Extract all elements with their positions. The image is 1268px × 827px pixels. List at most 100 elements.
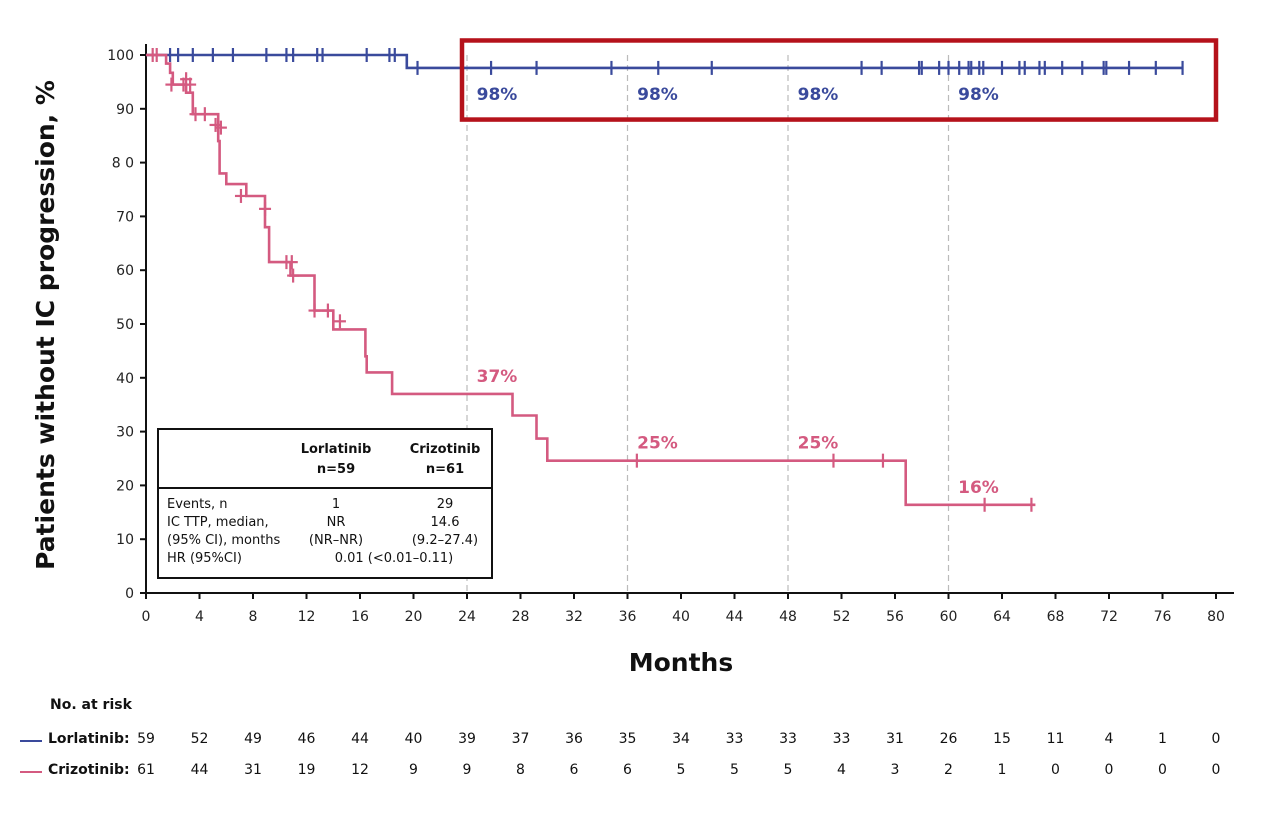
x-tick-label-76: 76: [1154, 609, 1172, 625]
risk-crizotinib-4: 44: [190, 762, 209, 778]
risk-lorlatinib-60: 26: [939, 731, 958, 747]
lorlatinib-legend-line: [20, 740, 42, 742]
row-hr-label: HR (95%CI): [167, 551, 242, 566]
y-tick-label-70: 70: [116, 209, 134, 225]
risk-lorlatinib-72: 4: [1104, 731, 1114, 747]
x-tick-label-28: 28: [512, 609, 530, 625]
risk-lorlatinib-68: 11: [1046, 731, 1065, 747]
hr-value: 0.01 (<0.01–0.11): [334, 551, 454, 566]
risk-lorlatinib-0: 59: [137, 731, 155, 747]
stats-table-header: Lorlatinib n=59 Crizotinib n=61: [159, 430, 491, 489]
x-tick-label-4: 4: [195, 609, 204, 625]
lorlatinib-curve: [146, 53, 1183, 70]
y-tick-label-90: 90: [116, 102, 134, 118]
y-tick-label-80: 8 0: [112, 156, 134, 172]
risk-crizotinib-28: 8: [516, 762, 525, 778]
lorlatinib-pct-label-48: 98%: [798, 85, 839, 105]
y-tick-label-40: 40: [116, 371, 134, 387]
x-tick-label-0: 0: [142, 609, 151, 625]
row-ttp-label-2: (95% CI), months: [167, 533, 281, 548]
risk-lorlatinib-12: 46: [297, 731, 316, 747]
risk-crizotinib-12: 19: [297, 762, 316, 778]
ttp-ci-crizotinib: (9.2–27.4): [411, 533, 479, 548]
col-crizotinib-name: Crizotinib: [409, 442, 481, 457]
risk-crizotinib-0: 61: [137, 762, 155, 778]
x-tick-label-80: 80: [1207, 609, 1225, 625]
x-tick-label-20: 20: [405, 609, 423, 625]
col-lorlatinib-name: Lorlatinib: [300, 442, 372, 457]
reference-lines: [466, 55, 950, 593]
ttp-lorlatinib: NR: [326, 515, 346, 530]
x-tick-label-68: 68: [1047, 609, 1065, 625]
y-tick-label-20: 20: [116, 478, 134, 494]
risk-crizotinib-20: 9: [409, 762, 418, 778]
x-tick-label-8: 8: [249, 609, 258, 625]
risk-lorlatinib-32: 36: [565, 731, 583, 747]
series-layer: [146, 48, 1184, 512]
risk-lorlatinib-52: 33: [832, 731, 851, 747]
col-crizotinib: Crizotinib n=61: [395, 440, 495, 480]
crizotinib-pct-label-36: 25%: [637, 434, 678, 454]
risk-crizotinib-32: 6: [569, 762, 579, 778]
x-tick-label-44: 44: [726, 609, 744, 625]
col-lorlatinib-n: n=59: [316, 462, 356, 477]
crizotinib-pct-label-48: 25%: [798, 434, 839, 454]
risk-lorlatinib-80: 0: [1211, 731, 1221, 747]
x-tick-label-36: 36: [619, 609, 637, 625]
risk-crizotinib-8: 31: [244, 762, 262, 778]
x-tick-label-40: 40: [672, 609, 690, 625]
risk-label-lorlatinib: Lorlatinib:: [48, 731, 130, 747]
risk-lorlatinib-24: 39: [458, 731, 476, 747]
risk-lorlatinib-4: 52: [190, 731, 209, 747]
events-lorlatinib: 1: [331, 497, 341, 512]
risk-crizotinib-64: 1: [997, 762, 1007, 778]
row-ttp-label-1: IC TTP, median,: [167, 515, 269, 530]
y-tick-label-60: 60: [116, 263, 134, 279]
x-tick-label-48: 48: [779, 609, 797, 625]
risk-lorlatinib-64: 15: [993, 731, 1011, 747]
y-tick-label-0: 0: [125, 586, 134, 602]
risk-crizotinib-40: 5: [676, 762, 686, 778]
lorlatinib-pct-label-24: 98%: [477, 85, 518, 105]
col-lorlatinib: Lorlatinib n=59: [291, 440, 381, 480]
x-tick-label-72: 72: [1100, 609, 1118, 625]
risk-table-title: No. at risk: [50, 697, 132, 713]
lorlatinib-pct-label-36: 98%: [637, 85, 678, 105]
risk-lorlatinib-8: 49: [244, 731, 262, 747]
stats-table: Lorlatinib n=59 Crizotinib n=61 Events, …: [157, 428, 493, 579]
y-tick-label-50: 50: [116, 317, 134, 333]
ttp-ci-lorlatinib: (NR–NR): [308, 533, 364, 548]
ttp-crizotinib: 14.6: [430, 515, 460, 530]
y-tick-label-100: 100: [107, 48, 134, 64]
risk-lorlatinib-40: 34: [672, 731, 690, 747]
risk-crizotinib-44: 5: [730, 762, 739, 778]
events-crizotinib: 29: [436, 497, 454, 512]
x-tick-label-32: 32: [565, 609, 583, 625]
x-tick-label-64: 64: [993, 609, 1011, 625]
y-axis-title: Patients without IC progression, %: [31, 80, 60, 570]
risk-lorlatinib-48: 33: [779, 731, 797, 747]
x-axis-title: Months: [629, 648, 733, 677]
crizotinib-pct-label-60: 16%: [958, 478, 999, 498]
risk-crizotinib-60: 2: [944, 762, 953, 778]
risk-crizotinib-36: 6: [623, 762, 632, 778]
risk-lorlatinib-76: 1: [1158, 731, 1167, 747]
crizotinib-pct-label-24: 37%: [477, 367, 518, 387]
risk-lorlatinib-44: 33: [725, 731, 744, 747]
risk-crizotinib-72: 0: [1104, 762, 1114, 778]
risk-lorlatinib-56: 31: [886, 731, 904, 747]
lorlatinib-pct-label-60: 98%: [958, 85, 999, 105]
risk-crizotinib-16: 12: [351, 762, 369, 778]
x-tick-label-56: 56: [886, 609, 904, 625]
x-tick-label-24: 24: [458, 609, 476, 625]
risk-crizotinib-68: 0: [1051, 762, 1060, 778]
x-tick-label-16: 16: [351, 609, 369, 625]
risk-crizotinib-48: 5: [783, 762, 793, 778]
col-crizotinib-n: n=61: [425, 462, 465, 477]
row-events-label: Events, n: [167, 497, 228, 512]
risk-crizotinib-76: 0: [1158, 762, 1167, 778]
risk-crizotinib-80: 0: [1211, 762, 1221, 778]
risk-lorlatinib-16: 44: [351, 731, 369, 747]
